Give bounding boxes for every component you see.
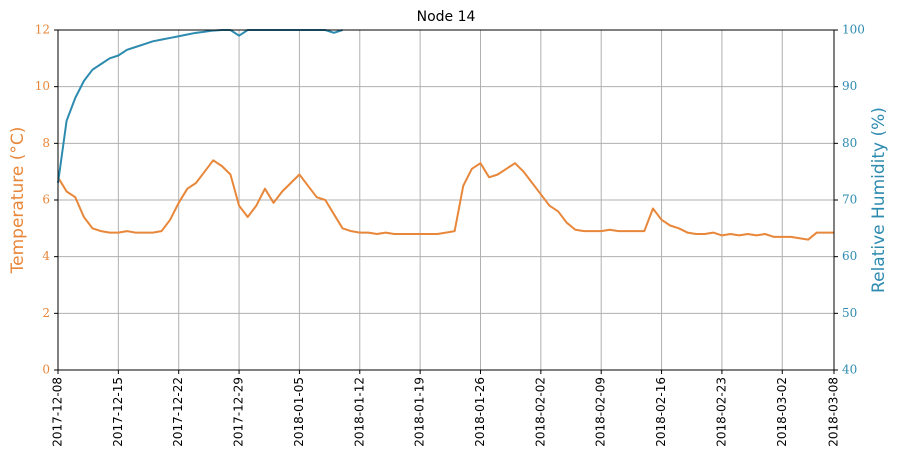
y-axis-label: Temperature (°C) — [8, 127, 28, 275]
y2-tick-label: 40 — [842, 363, 857, 377]
y2-tick-label: 60 — [842, 249, 857, 263]
y2-tick-label: 50 — [842, 306, 857, 320]
y-tick-label: 0 — [42, 363, 50, 377]
x-tick-label: 2017-12-22 — [171, 377, 185, 447]
x-tick-label: 2018-01-12 — [352, 377, 366, 447]
x-tick-label: 2018-01-05 — [292, 377, 306, 447]
x-tick-label: 2018-03-02 — [775, 377, 789, 447]
y2-tick-label: 70 — [842, 193, 857, 207]
x-tick-label: 2018-02-16 — [654, 377, 668, 447]
y-tick-label: 2 — [42, 306, 50, 320]
y2-tick-label: 80 — [842, 136, 857, 150]
y-tick-label: 6 — [42, 193, 50, 207]
x-tick-label: 2018-02-09 — [594, 377, 608, 447]
y-tick-label: 10 — [35, 79, 50, 93]
y-tick-label: 8 — [42, 136, 50, 150]
y2-axis-label: Relative Humidity (%) — [869, 107, 889, 293]
x-tick-label: 2018-03-08 — [827, 377, 841, 447]
x-tick-label: 2018-02-02 — [533, 377, 547, 447]
x-tick-label: 2018-02-23 — [714, 377, 728, 447]
y2-tick-label: 90 — [842, 79, 857, 93]
y2-tick-label: 100 — [842, 23, 865, 37]
x-tick-label: 2018-01-19 — [413, 377, 427, 447]
x-tick-label: 2018-01-26 — [473, 377, 487, 447]
x-tick-label: 2017-12-08 — [51, 377, 65, 447]
y-tick-label: 12 — [35, 23, 50, 37]
x-tick-label: 2017-12-29 — [232, 377, 246, 447]
data-line — [57, 159, 834, 241]
x-tick-label: 2017-12-15 — [111, 377, 125, 447]
y-tick-label: 4 — [42, 249, 50, 263]
chart-title: Node 14 — [417, 9, 476, 25]
plot-frame — [57, 29, 835, 371]
